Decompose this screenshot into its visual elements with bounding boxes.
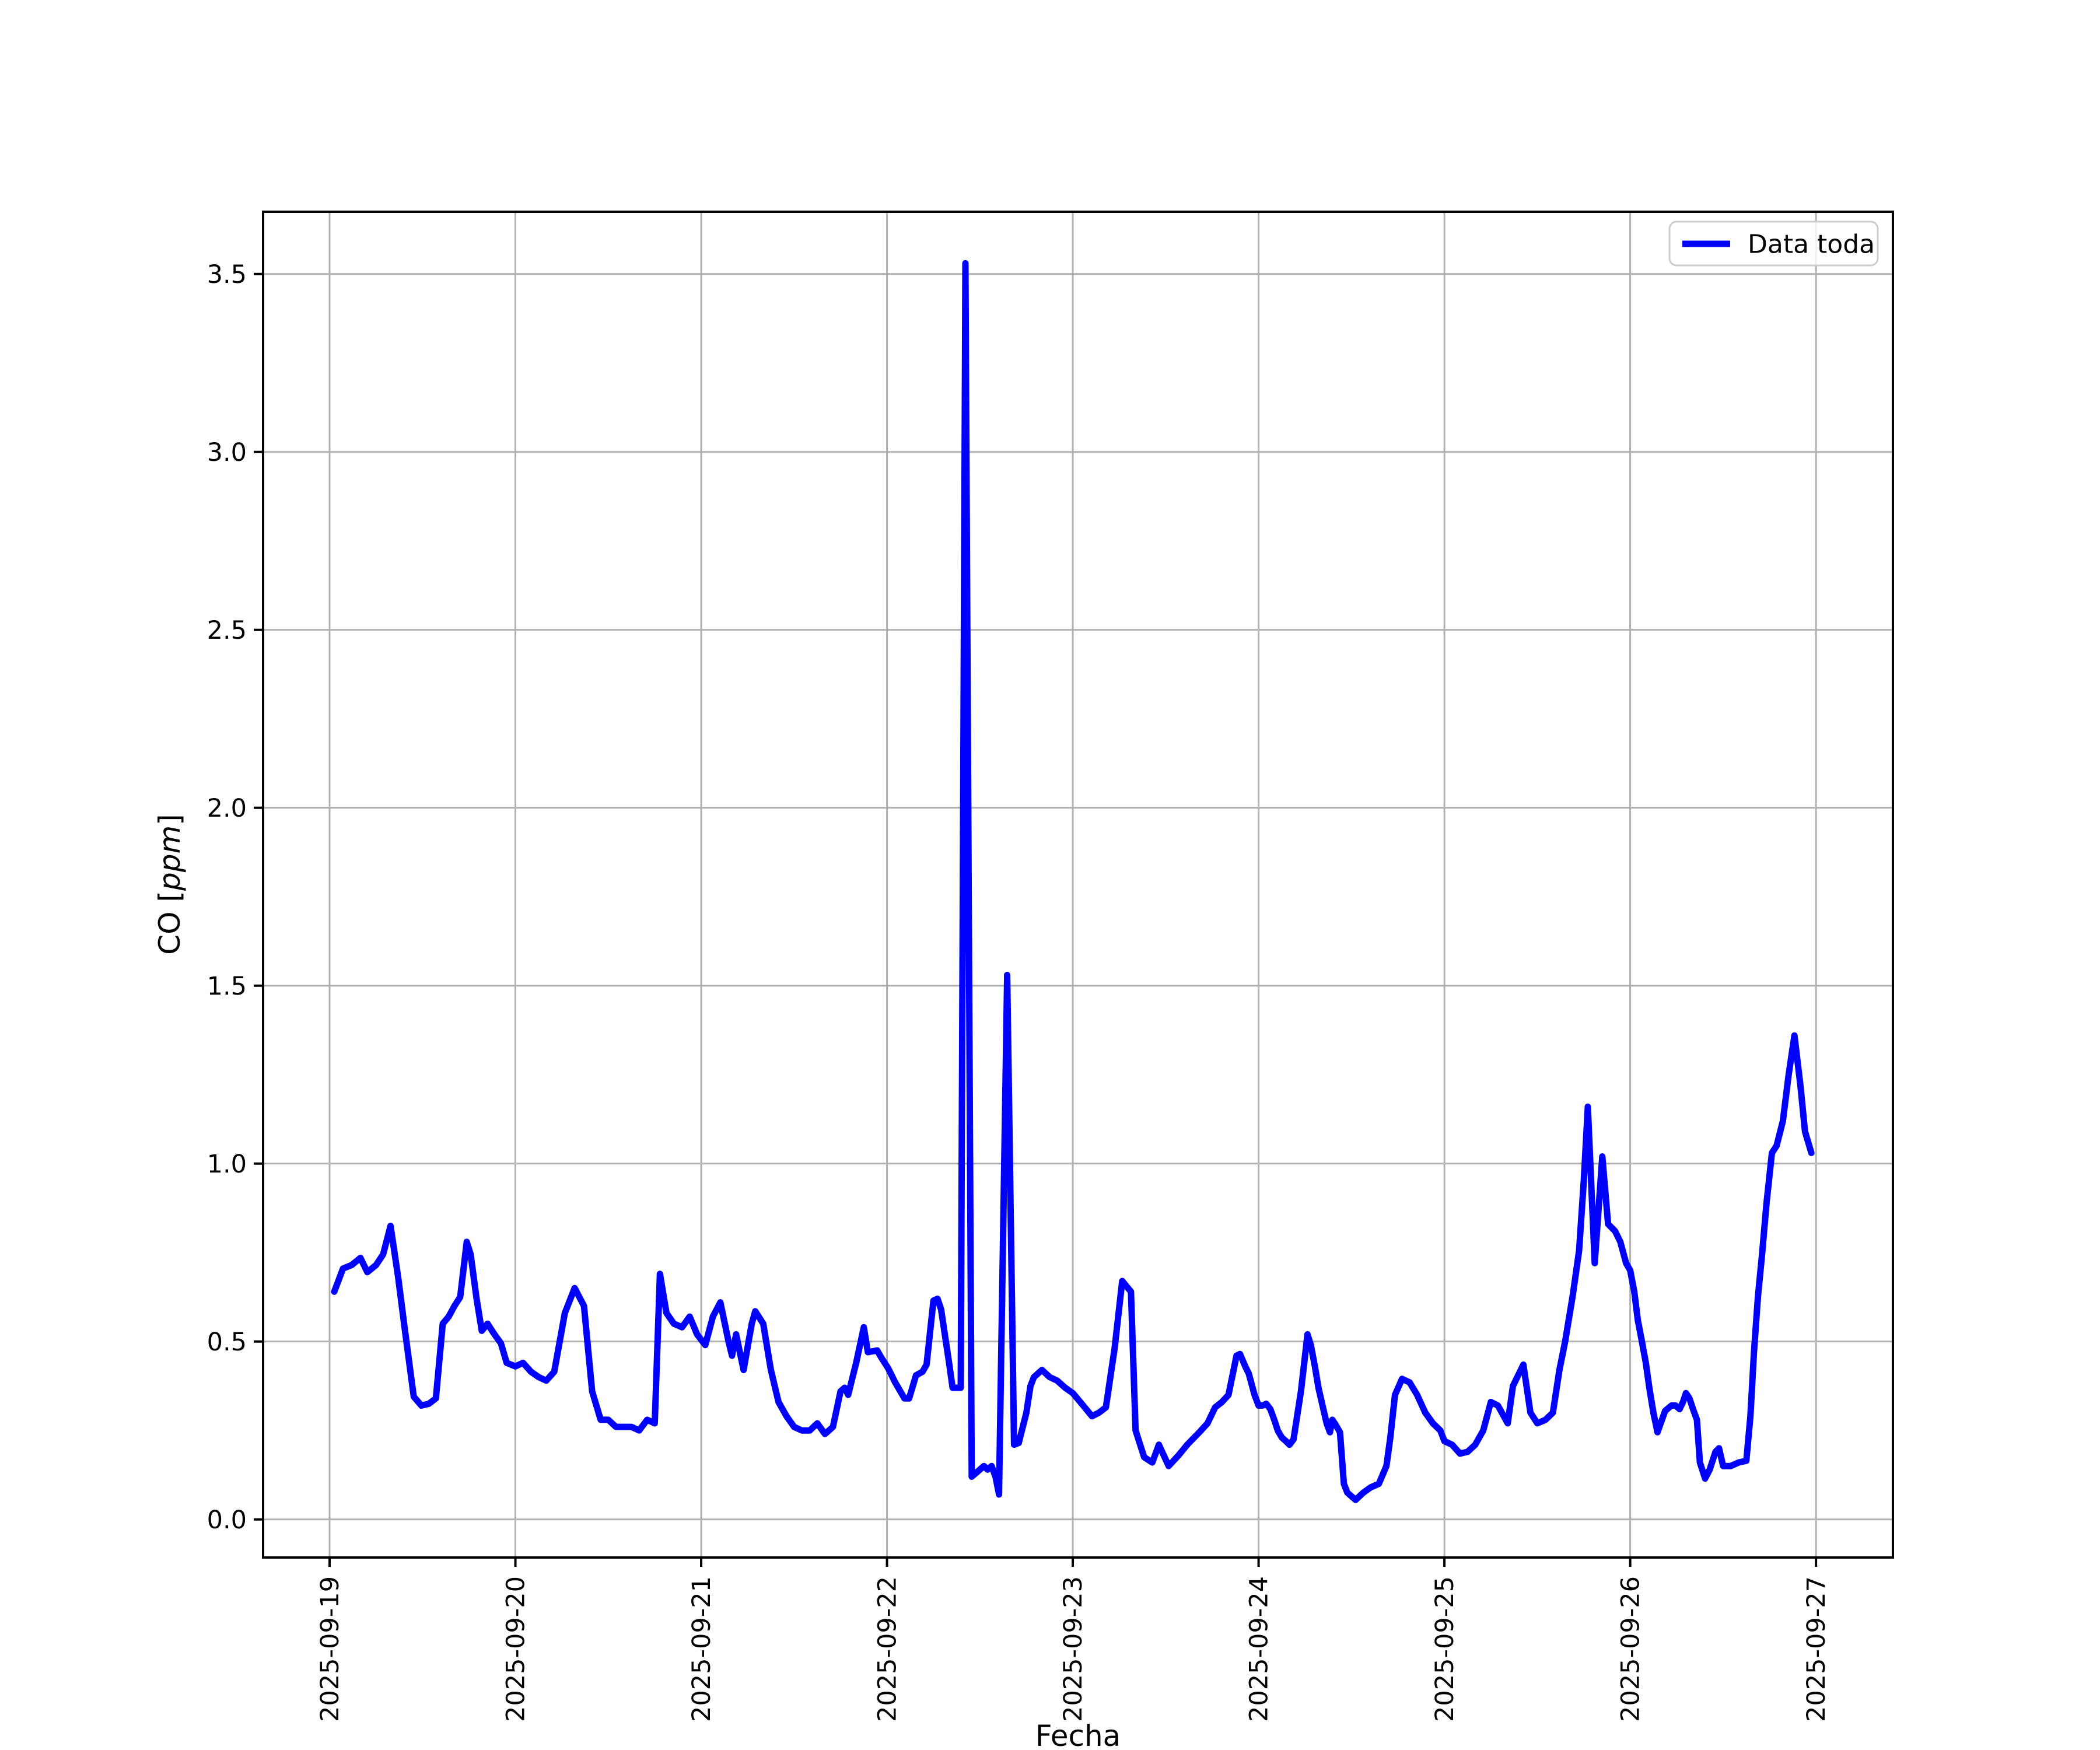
y-tick-label: 3.0 [207,438,247,467]
x-tick-label: 2025-09-23 [1059,1576,1088,1722]
y-axis-label-suffix: ] [153,814,187,825]
x-tick-label: 2025-09-21 [687,1576,716,1722]
x-tick-label: 2025-09-26 [1616,1576,1646,1722]
x-tick-label: 2025-09-24 [1245,1576,1274,1722]
y-tick-label: 1.0 [207,1150,247,1179]
legend-box [1668,220,1879,267]
y-tick-label: 1.5 [207,972,247,1001]
y-axis-label-units: ppm [153,825,187,891]
x-axis-label: Fecha [1035,1719,1121,1750]
y-tick-label: 3.5 [207,260,247,289]
y-tick-label: 2.5 [207,616,247,645]
y-axis-label-prefix: CO [ [153,891,187,955]
axis-tick-labels: 2025-09-19 2025-09-20 2025-09-21 2025-09-22… [207,260,1832,1722]
x-tick-label: 2025-09-19 [316,1576,345,1722]
y-axis-label: CO [ppm] [153,814,187,954]
y-tick-label: 0.5 [207,1328,247,1357]
y-tick-label: 0.0 [207,1506,247,1535]
x-tick-label: 2025-09-22 [873,1576,902,1722]
x-tick-label: 2025-09-27 [1802,1576,1831,1722]
legend: Data toda [1668,220,1879,267]
y-tick-label: 2.0 [207,794,247,823]
grid [263,212,1893,1558]
data-line [331,260,1815,1503]
legend-label: Data toda [1748,229,1875,259]
axes-spines [262,211,1894,1559]
x-tick-label: 2025-09-20 [502,1576,531,1722]
x-tick-label: 2025-09-25 [1430,1576,1460,1722]
plot-area [263,212,1893,1558]
axis-ticks [254,272,1818,1567]
data-series [331,260,1815,1503]
